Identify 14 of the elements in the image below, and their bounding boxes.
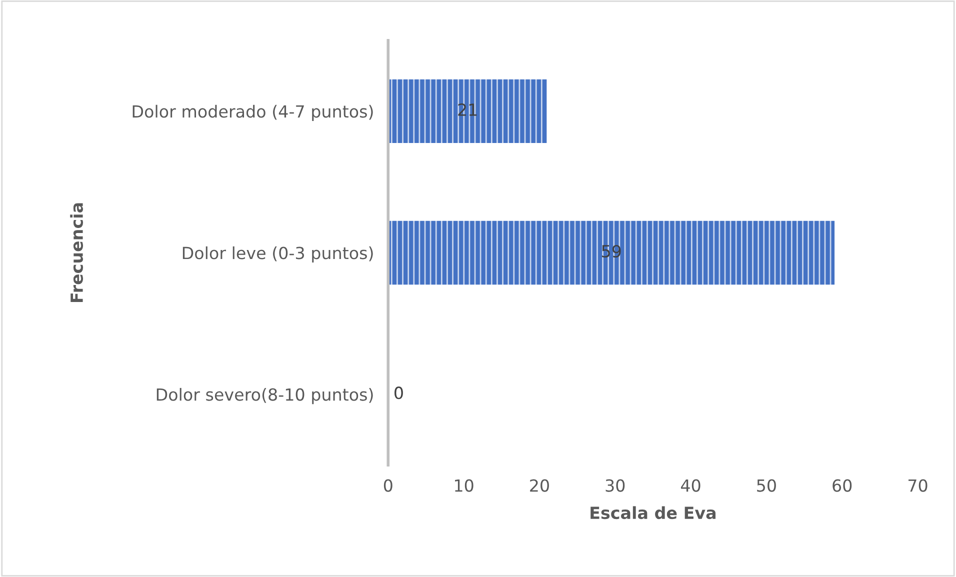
x-tick-label: 70 (908, 479, 928, 492)
x-tick-label: 10 (455, 479, 474, 492)
y-axis-title: Frecuencia (70, 203, 84, 302)
x-tick-label: 30 (606, 479, 625, 492)
y-tick-label: Dolor severo(8-10 puntos) (156, 388, 373, 404)
y-tick-label: Dolor moderado (4-7 puntos) (132, 104, 373, 121)
x-tick-label: 20 (530, 479, 549, 492)
x-axis-title: Escala de Eva (590, 506, 716, 520)
x-tick-label: 60 (832, 479, 852, 492)
y-tick-label: Dolor leve (0-3 puntos) (182, 246, 373, 263)
x-tick-label: 40 (680, 479, 700, 492)
x-tick-label: 0 (384, 479, 392, 492)
data-label: 0 (394, 386, 403, 400)
x-tick-label: 50 (757, 479, 776, 492)
